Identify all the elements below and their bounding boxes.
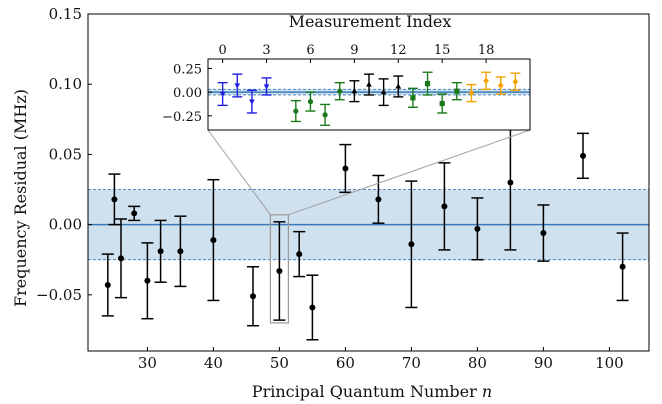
main-s0-p11-marker: [309, 304, 316, 311]
highlight-box: [269, 214, 289, 324]
inset-xtick-label-2: 6: [306, 43, 314, 58]
main-ytick-label-1: 0.00: [49, 216, 82, 234]
main-ytick-label-4: 0.15: [49, 5, 82, 23]
inset-s2-p2-marker: [380, 89, 387, 95]
inset-s0-p0-marker: [219, 91, 226, 98]
inset-plot: 0 3 6 9 12 15 18 −0.25 0.00 0.25: [162, 43, 531, 131]
inset-ytick-label-1: 0.00: [173, 86, 202, 101]
main-xtick-label-0: 30: [138, 354, 157, 372]
inset-xtick-label-4: 12: [390, 43, 407, 58]
main-ytick-label-3: 0.10: [49, 75, 82, 93]
inset-ytick-label-0: −0.25: [162, 110, 202, 125]
inset-s1-p1-marker: [307, 99, 314, 105]
main-xtick-label-1: 40: [204, 354, 223, 372]
main-xtick-label-2: 50: [270, 354, 289, 372]
inset-s1-p0-marker: [293, 108, 299, 114]
inset-s3-p1-marker: [424, 81, 431, 87]
inset-s0-p1-marker: [234, 83, 241, 89]
x-axis-label-variable: n: [482, 382, 492, 401]
main-s0-p7-marker: [210, 237, 217, 244]
main-s0-p14-marker: [408, 241, 415, 248]
inset-xtick-label-5: 15: [434, 43, 451, 58]
connector-line-right: [288, 129, 531, 216]
inset-s4-p3-marker: [512, 78, 519, 86]
inset-s3-p3-marker: [454, 88, 460, 94]
connector-line-left: [207, 129, 271, 216]
x-axis-label: Principal Quantum Number n: [252, 382, 492, 401]
main-xtick-label-4: 70: [402, 354, 421, 372]
inset-s2-p3-marker: [395, 83, 402, 89]
main-s0-p0-marker: [104, 282, 111, 289]
y-axis-label: Frequency Residual (MHz): [11, 89, 30, 307]
main-s0-p18-marker: [540, 230, 547, 237]
inset-s3-p2-marker: [439, 100, 445, 107]
main-xtick-label-7: 100: [595, 354, 624, 372]
main-s0-p19-marker: [580, 152, 586, 159]
main-s0-p16-marker: [474, 225, 481, 232]
inset-s1-p3-marker: [337, 88, 343, 94]
main-s0-p5-marker: [157, 248, 164, 255]
main-s0-p1-marker: [111, 196, 118, 203]
main-s0-p15-marker: [441, 203, 448, 210]
main-s0-p2-marker: [118, 255, 124, 262]
inset-title: Measurement Index: [289, 12, 452, 31]
main-ytick-label-0: −0.05: [36, 286, 82, 304]
inset-s2-p1-marker: [366, 81, 372, 87]
inset-s2-p0-marker: [351, 88, 358, 94]
main-s0-p9-marker: [276, 267, 283, 274]
inset-s0-p3-marker: [263, 84, 270, 90]
inset-s4-p2-marker: [497, 82, 504, 89]
main-s0-p20-marker: [619, 263, 626, 270]
inset-s4-p0-marker: [468, 89, 475, 97]
main-frame: [87, 13, 650, 352]
main-xtick-label-3: 60: [336, 354, 355, 372]
main-s0-p6-marker: [177, 248, 184, 255]
inset-xtick-label-6: 18: [478, 43, 495, 58]
inset-s3-p0-marker: [410, 95, 416, 101]
inset-s0-p2-marker: [249, 99, 255, 105]
main-s0-p4-marker: [144, 277, 151, 284]
inset-xtick-label-0: 0: [218, 43, 226, 58]
main-s0-p10-marker: [296, 251, 303, 258]
inset-content: [208, 71, 530, 126]
inset-s1-p2-marker: [322, 112, 328, 118]
main-xtick-label-5: 80: [468, 354, 487, 372]
main-s0-p12-marker: [342, 165, 349, 172]
inset-xtick-label-1: 3: [262, 43, 270, 58]
inset-frame: [207, 58, 531, 131]
inset-ytick-label-2: 0.25: [173, 62, 202, 77]
main-s0-p3-marker: [131, 210, 138, 217]
main-content: [88, 114, 649, 341]
main-ytick-label-2: 0.05: [49, 145, 82, 163]
main-s0-p13-marker: [375, 196, 382, 203]
main-xtick-label-6: 90: [534, 354, 553, 372]
main-s0-p17-marker: [507, 179, 514, 186]
inset-xtick-label-3: 9: [350, 43, 358, 58]
inset-s4-p1-marker: [483, 77, 489, 85]
x-axis-label-text: Principal Quantum Number: [252, 382, 477, 401]
main-s0-p8-marker: [250, 293, 256, 300]
